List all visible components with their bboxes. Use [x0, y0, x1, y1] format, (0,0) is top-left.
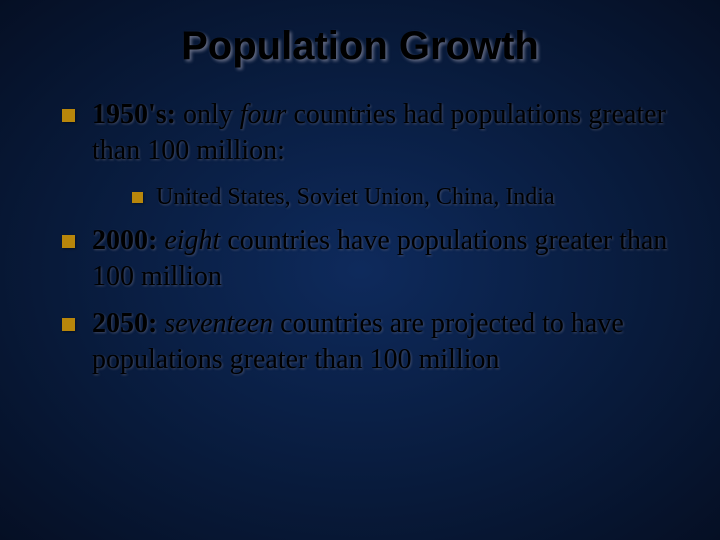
slide-title: Population Growth: [48, 24, 672, 69]
bullet-lead: 2000:: [92, 225, 157, 256]
bullet-italic: eight: [164, 225, 220, 256]
bullet-item: 1950's: only four countries had populati…: [60, 97, 672, 213]
bullet-item: 2000: eight countries have populations g…: [60, 223, 672, 296]
slide: Population Growth 1950's: only four coun…: [0, 0, 720, 540]
sub-bullet-text: United States, Soviet Union, China, Indi…: [156, 184, 555, 210]
bullet-lead: 2050:: [92, 308, 157, 339]
bullet-italic: seventeen: [164, 308, 273, 339]
bullet-item: 2050: seventeen countries are projected …: [60, 306, 672, 379]
bullet-pre: only: [176, 99, 240, 130]
bullet-list: 1950's: only four countries had populati…: [48, 97, 672, 379]
bullet-lead: 1950's:: [92, 99, 176, 130]
sub-bullet-item: United States, Soviet Union, China, Indi…: [130, 182, 672, 213]
sub-bullet-list: United States, Soviet Union, China, Indi…: [92, 182, 672, 213]
bullet-italic: four: [240, 99, 287, 130]
